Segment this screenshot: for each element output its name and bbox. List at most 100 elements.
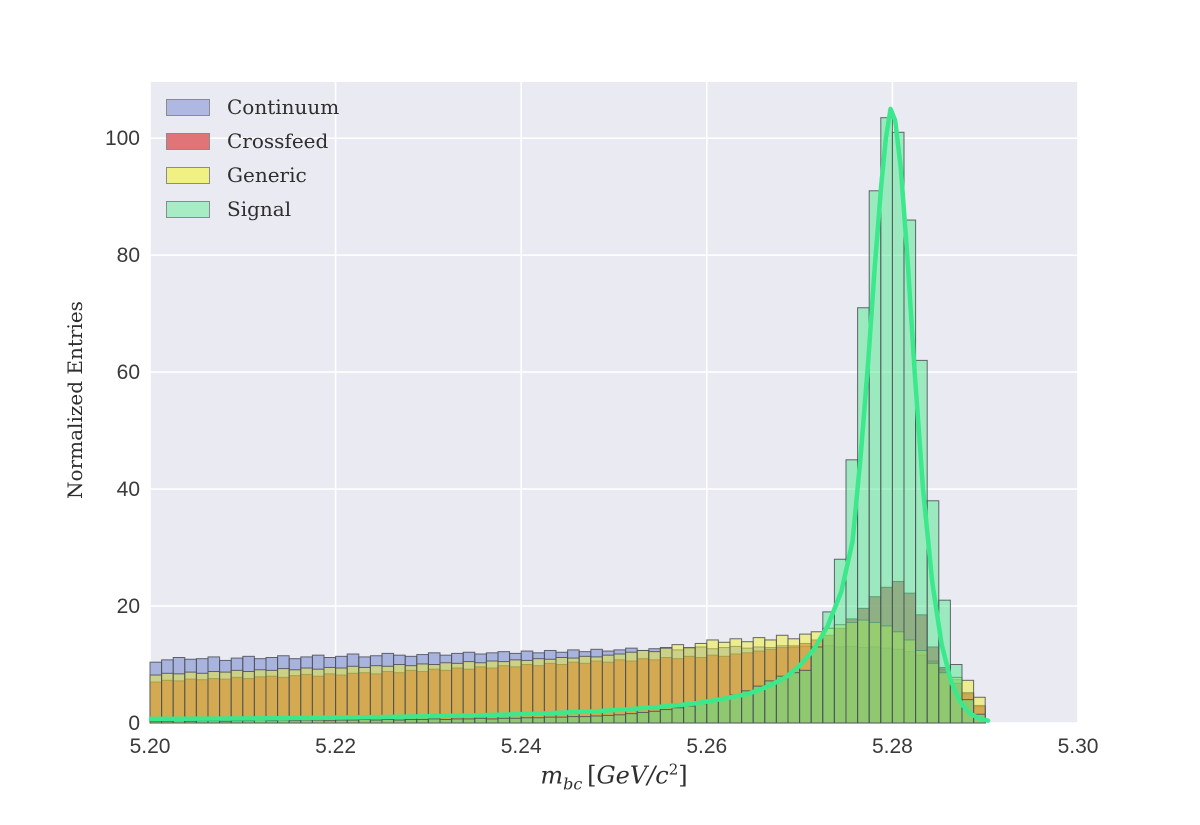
bar-signal: [230, 720, 244, 724]
legend-label-generic: Generic: [227, 163, 307, 187]
legend-item-generic: Generic: [166, 163, 339, 187]
bar-signal: [346, 719, 360, 724]
x-tick-label: 5.28: [872, 735, 913, 758]
bar-signal: [335, 719, 348, 724]
bar-generic: [311, 668, 325, 724]
bar-signal: [891, 131, 905, 724]
bar-signal: [288, 720, 302, 724]
bar-signal: [161, 720, 174, 724]
generic-swatch-icon: [166, 166, 210, 184]
bar-signal: [393, 719, 406, 724]
bar-signal: [717, 697, 731, 724]
bar-signal: [880, 117, 893, 724]
signal-swatch-icon: [166, 200, 210, 218]
crossfeed-swatch-icon: [166, 132, 210, 150]
y-axis-label: Normalized Entries: [63, 301, 87, 499]
bar-generic: [207, 671, 221, 724]
bar-generic: [300, 667, 313, 724]
bar-signal: [613, 714, 627, 724]
bar-signal: [265, 720, 279, 724]
bar-generic: [195, 672, 209, 724]
legend-item-continuum: Continuum: [166, 95, 339, 119]
bar-signal: [810, 646, 824, 724]
y-tick-label: 60: [117, 361, 140, 384]
bar-generic: [381, 665, 395, 724]
x-tick-label: 5.22: [315, 735, 356, 758]
bar-signal: [474, 717, 487, 724]
bar-signal: [219, 720, 232, 724]
bar-signal: [427, 718, 441, 724]
bar-generic: [161, 672, 174, 724]
bar-signal: [636, 711, 650, 724]
bar-signal: [451, 718, 464, 724]
bar-signal: [659, 709, 673, 724]
bar-signal: [590, 715, 603, 724]
y-tick-label: 40: [117, 478, 140, 501]
bar-signal: [207, 720, 221, 724]
bar-generic: [288, 669, 302, 724]
x-tick-label: 5.30: [1058, 735, 1099, 758]
bar-generic: [613, 653, 627, 724]
bar-signal: [439, 718, 453, 724]
bar-signal: [532, 717, 545, 724]
y-tick-label: 0: [128, 712, 140, 735]
bar-generic: [172, 673, 186, 724]
legend-label-continuum: Continuum: [227, 95, 340, 119]
bar-generic: [369, 665, 383, 724]
bar-signal: [706, 700, 719, 724]
x-tick-label: 5.26: [686, 735, 727, 758]
bar-generic: [323, 666, 337, 724]
bar-signal: [416, 718, 429, 724]
bar-signal: [671, 707, 685, 724]
y-tick-label: 80: [117, 244, 140, 267]
legend-label-crossfeed: Crossfeed: [227, 129, 329, 153]
x-tick-label: 5.20: [130, 735, 171, 758]
bar-generic: [393, 664, 406, 724]
bar-generic: [358, 666, 371, 724]
bar-signal: [601, 714, 615, 724]
bar-generic: [219, 671, 232, 724]
xlabel-symbol: m: [540, 761, 564, 790]
bar-generic: [265, 669, 279, 724]
legend-item-crossfeed: Crossfeed: [166, 129, 339, 153]
bar-signal: [625, 713, 638, 724]
bar-signal: [509, 717, 522, 724]
bar-signal: [381, 718, 395, 724]
bar-signal: [520, 717, 534, 724]
xlabel-bracket-open: [: [587, 761, 597, 790]
bar-generic: [346, 665, 360, 724]
x-axis-label: mbc [GeV/c2]: [540, 761, 687, 794]
xlabel-bracket-close: ]: [678, 761, 688, 790]
legend: Continuum Crossfeed Generic Signal: [166, 95, 339, 231]
bar-generic: [625, 651, 638, 724]
legend-label-signal: Signal: [227, 197, 292, 221]
bar-signal: [358, 718, 371, 724]
bar-signal: [543, 716, 557, 724]
bar-generic: [253, 669, 267, 724]
bar-signal: [195, 720, 209, 724]
continuum-swatch-icon: [166, 98, 210, 116]
bar-generic: [335, 667, 348, 724]
xlabel-subscript: bc: [563, 774, 583, 794]
bar-signal: [648, 710, 661, 724]
bar-signal: [485, 718, 499, 724]
bar-signal: [277, 719, 290, 724]
bar-signal: [369, 719, 383, 724]
bar-signal: [694, 703, 708, 724]
xlabel-superscript: 2: [668, 760, 679, 779]
bar-signal: [323, 720, 337, 724]
bar-signal: [184, 720, 197, 724]
signal-fit-curve: [149, 106, 991, 723]
bar-signal: [462, 718, 476, 724]
xlabel-units: GeV/c: [596, 761, 669, 790]
bar-signal: [311, 719, 325, 724]
bar-generic: [184, 671, 197, 724]
bar-signal: [787, 672, 801, 724]
bar-signal: [567, 716, 580, 724]
bar-signal: [404, 718, 418, 724]
y-tick-label: 20: [117, 595, 140, 618]
bar-generic: [277, 668, 290, 724]
x-tick-label: 5.24: [501, 735, 542, 758]
